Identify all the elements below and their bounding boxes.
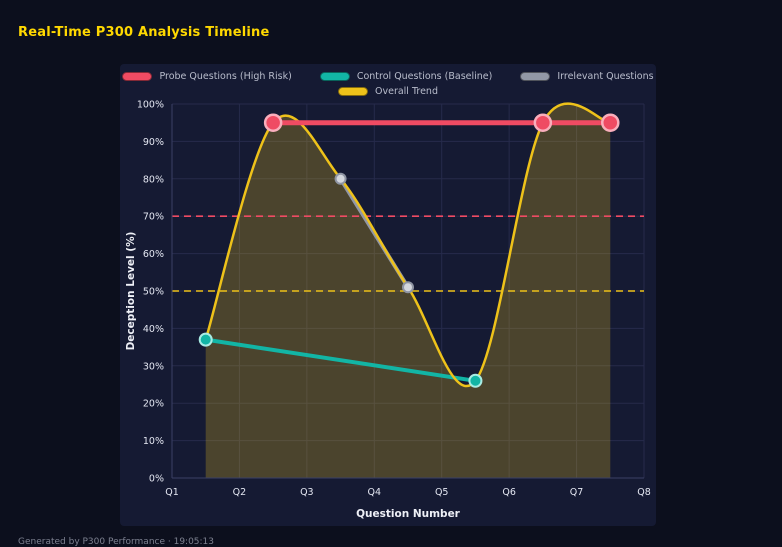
x-tick-label: Q3	[300, 487, 314, 498]
x-tick-label: Q6	[502, 487, 516, 498]
y-tick-label: 30%	[143, 361, 164, 372]
series-line-control	[203, 337, 478, 383]
y-tick-label: 40%	[143, 324, 164, 335]
legend-item-probe[interactable]: Probe Questions (High Risk)	[122, 71, 292, 82]
legend-row-2: Overall Trend	[338, 86, 438, 97]
x-tick-label: Q5	[435, 487, 449, 498]
legend-swatch-trend	[338, 87, 368, 96]
legend-label-control: Control Questions (Baseline)	[356, 71, 493, 82]
legend-swatch-probe	[122, 72, 153, 81]
y-tick-label: 90%	[143, 137, 164, 148]
data-point-control[interactable]	[468, 373, 483, 388]
legend-label-probe: Probe Questions (High Risk)	[159, 71, 292, 82]
data-point-probe[interactable]	[533, 113, 553, 132]
y-tick-label: 60%	[143, 249, 164, 260]
legend-swatch-control	[319, 72, 350, 81]
x-tick-label: Q1	[165, 487, 179, 498]
legend-row-1: Probe Questions (High Risk) Control Quest…	[122, 71, 654, 82]
y-tick-label: 10%	[143, 436, 164, 447]
y-tick-label: 80%	[143, 174, 164, 185]
data-point-irrelevant[interactable]	[402, 281, 414, 294]
y-tick-label: 20%	[143, 399, 164, 410]
y-axis-title: Deception Level (%)	[125, 232, 137, 351]
legend-item-trend[interactable]: Overall Trend	[338, 86, 438, 97]
page-title: Real-Time P300 Analysis Timeline	[18, 25, 270, 40]
chart-legend: Probe Questions (High Risk) Control Quest…	[120, 71, 656, 97]
data-point-probe[interactable]	[601, 113, 620, 132]
y-tick-label: 70%	[143, 212, 164, 223]
chart-panel: Probe Questions (High Risk) Control Quest…	[120, 64, 656, 526]
x-tick-label: Q4	[368, 487, 382, 498]
x-tick-label: Q2	[233, 487, 247, 498]
legend-label-irrelevant: Irrelevant Questions	[557, 71, 654, 82]
legend-item-irrelevant[interactable]: Irrelevant Questions	[520, 71, 654, 82]
x-tick-label: Q7	[570, 487, 584, 498]
x-tick-label: Q8	[637, 487, 651, 498]
data-point-irrelevant[interactable]	[334, 172, 347, 185]
data-point-control[interactable]	[198, 332, 213, 347]
data-point-probe[interactable]	[263, 113, 283, 132]
timeline-chart: 0% 10% 20% 30% 40% 50% 60% 70% 80% 90% 100% Q1 Q2 Q3 Q…	[125, 100, 651, 521]
y-tick-label: 100%	[137, 100, 164, 111]
y-tick-label: 0%	[149, 474, 164, 485]
footer-note: Generated by P300 Performance · 19:05:13	[18, 537, 215, 547]
y-tick-label: 50%	[143, 287, 164, 298]
legend-label-trend: Overall Trend	[375, 86, 438, 97]
legend-swatch-irrelevant	[520, 72, 551, 81]
legend-item-control[interactable]: Control Questions (Baseline)	[319, 71, 493, 82]
x-axis-title: Question Number	[356, 508, 461, 520]
